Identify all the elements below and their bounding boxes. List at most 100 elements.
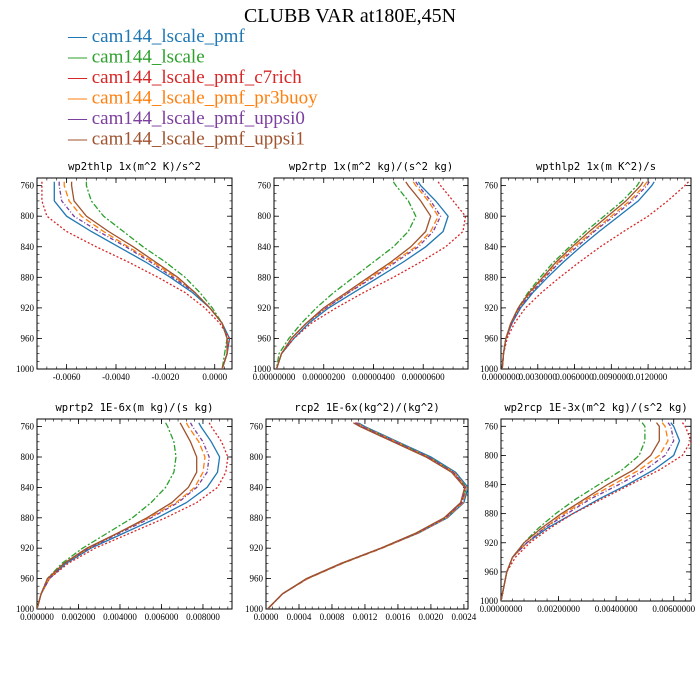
x-tick-label: 0.00000400 — [352, 372, 395, 382]
y-tick-label: 760 — [485, 421, 499, 431]
y-tick-label: 960 — [485, 567, 499, 577]
y-tick-label: 760 — [21, 422, 35, 432]
series-line-5 — [267, 422, 467, 609]
y-tick-label: 920 — [258, 303, 272, 313]
panel-4: wprtp2 1E-6x(m kg)/(s kg) 760 800 840 880 920… — [16, 402, 233, 622]
panel-5: rcp2 1E-6x(kg^2)/(kg^2) 760 800 840 880 920 96… — [245, 402, 477, 622]
y-tick-label: 840 — [21, 482, 35, 492]
legend-entry-2: — cam144_lscale — [67, 47, 205, 68]
series-line-2 — [275, 181, 417, 369]
y-tick-label: 800 — [21, 211, 35, 221]
series-line-3 — [37, 422, 229, 609]
y-tick-label: 800 — [485, 211, 499, 221]
series-line-1 — [53, 181, 231, 369]
y-tick-label: 760 — [21, 181, 35, 191]
x-tick-label: 0.0060000 — [555, 372, 594, 382]
x-tick-label: -0.0060 — [53, 372, 81, 382]
x-tick-label: 0.00600000 — [652, 604, 695, 614]
series-line-4 — [501, 422, 669, 601]
y-tick-label: 880 — [250, 513, 264, 523]
x-tick-label: 0.0020 — [419, 612, 444, 622]
plot-frame — [500, 418, 692, 602]
series-line-4 — [275, 181, 439, 369]
series-group — [501, 181, 689, 369]
series-line-5 — [58, 181, 228, 369]
panel-3: wpthlp2 1x(m K^2)/s 760 800 840 880 920 960 100… — [480, 161, 692, 382]
series-line-5 — [275, 181, 442, 369]
y-tick-label: 880 — [258, 272, 272, 282]
x-tick-label: 0.0008 — [320, 612, 345, 622]
series-line-1 — [501, 422, 681, 601]
x-tick-label: 0.004000 — [103, 612, 137, 622]
series-line-1 — [275, 181, 449, 369]
panel-title: wprtp2 1E-6x(m kg)/(s kg) — [55, 402, 213, 414]
panel-grid: wp2thlp 1x(m^2 K)/s^2 760 800 840 880 920 960 1… — [16, 161, 696, 622]
series-line-3 — [267, 422, 467, 609]
y-tick-label: 880 — [485, 272, 499, 282]
y-tick-label: 760 — [258, 181, 272, 191]
series-group — [41, 181, 231, 369]
x-tick-label: 0.00000600 — [402, 372, 445, 382]
series-line-2 — [85, 181, 228, 369]
x-tick-label: 0.000000 — [20, 612, 54, 622]
legend: — cam144_lscale_pmf— cam144_lscale— cam1… — [67, 26, 318, 150]
x-tick-label: 0.0012 — [353, 612, 378, 622]
y-tick-label: 800 — [21, 452, 35, 462]
x-tick-label: 0.0120000 — [629, 372, 668, 382]
y-tick-label: 920 — [21, 303, 35, 313]
y-tick-label: 1000 — [245, 604, 264, 614]
series-group — [501, 422, 691, 601]
x-tick-label: 0.0004 — [287, 612, 312, 622]
y-tick-label: 920 — [21, 543, 35, 553]
plot-frame — [265, 418, 469, 610]
panel-title: wp2rcp 1E-3x(m^2 kg)/(s^2 kg) — [504, 402, 687, 414]
x-tick-label: 0.00000200 — [302, 372, 345, 382]
plot-frame — [36, 177, 233, 370]
y-tick-label: 1000 — [480, 364, 499, 374]
x-tick-label: 0.0000 — [202, 372, 227, 382]
panel-2: wp2rtp 1x(m^2 kg)/(s^2 kg) 760 800 840 880 92… — [253, 161, 469, 382]
series-line-4 — [501, 181, 648, 369]
y-tick-label: 920 — [485, 303, 499, 313]
legend-entry-3: — cam144_lscale_pmf_c7rich — [67, 67, 302, 88]
series-line-6 — [501, 181, 644, 369]
y-tick-label: 1000 — [16, 364, 35, 374]
x-tick-label: 0.0024 — [452, 612, 477, 622]
series-line-6 — [501, 422, 660, 601]
series-line-6 — [70, 181, 228, 369]
y-tick-label: 960 — [21, 333, 35, 343]
y-tick-label: 840 — [258, 242, 272, 252]
series-line-6 — [275, 181, 432, 369]
x-tick-label: 0.002000 — [62, 612, 96, 622]
legend-entry-5: — cam144_lscale_pmf_uppsi0 — [67, 108, 305, 129]
plot-frame — [273, 177, 469, 370]
y-tick-label: 960 — [258, 333, 272, 343]
panel-title: wp2rtp 1x(m^2 kg)/(s^2 kg) — [289, 161, 453, 173]
series-line-6 — [37, 422, 198, 609]
y-tick-label: 880 — [21, 513, 35, 523]
series-line-6 — [267, 422, 466, 609]
plot-frame — [36, 418, 233, 610]
y-tick-label: 800 — [250, 452, 264, 462]
y-tick-label: 840 — [250, 482, 264, 492]
x-tick-label: -0.0040 — [102, 372, 130, 382]
series-line-4 — [63, 181, 228, 369]
series-line-3 — [501, 422, 691, 601]
x-tick-label: 0.00000000 — [253, 372, 296, 382]
series-line-4 — [37, 422, 206, 609]
series-line-3 — [275, 181, 467, 369]
y-tick-label: 880 — [485, 509, 499, 519]
y-tick-label: 960 — [250, 574, 264, 584]
figure-title: CLUBB VAR at180E,45N — [244, 5, 456, 27]
series-group — [37, 422, 229, 609]
y-tick-label: 920 — [485, 538, 499, 548]
y-tick-label: 1000 — [16, 604, 35, 614]
x-tick-label: 0.0016 — [386, 612, 411, 622]
series-line-1 — [267, 422, 468, 609]
y-tick-label: 840 — [21, 242, 35, 252]
panel-title: wpthlp2 1x(m K^2)/s — [536, 161, 656, 173]
y-tick-label: 960 — [21, 574, 35, 584]
x-tick-label: 0.00400000 — [595, 604, 638, 614]
series-line-5 — [37, 422, 210, 609]
